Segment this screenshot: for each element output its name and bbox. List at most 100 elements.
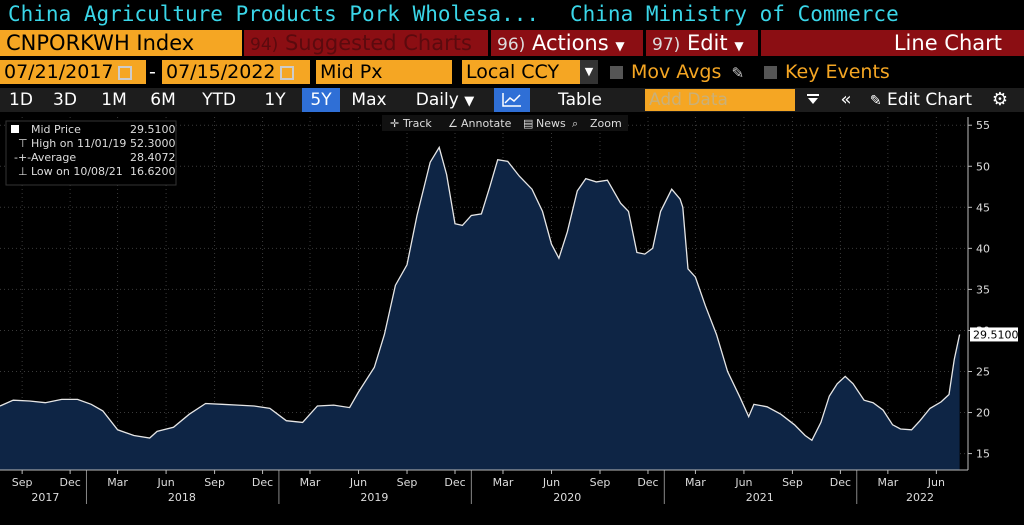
- year-label: 2018: [168, 491, 196, 504]
- x-tick-label: Mar: [877, 476, 898, 489]
- gear-icon[interactable]: ⚙: [986, 88, 1014, 112]
- x-tick-label: Sep: [12, 476, 33, 489]
- y-tick-label: 35: [976, 283, 990, 296]
- crosshair-icon[interactable]: ✛: [390, 117, 399, 130]
- date-dash: -: [149, 61, 156, 83]
- x-axis: Sep Dec Mar Jun Sep Dec Mar Jun Sep Dec Mar Jun Sep D…: [0, 469, 968, 504]
- mov-avgs-toggle[interactable]: Mov Avgs ✎: [606, 60, 756, 84]
- zoom-icon[interactable]: ⌕: [572, 117, 578, 130]
- legend-high-label: High on 11/01/19: [31, 137, 126, 150]
- price-line: [0, 145, 961, 442]
- period-max-button[interactable]: Max: [344, 88, 394, 112]
- y-tick-label: 25: [976, 365, 990, 378]
- x-tick-label: Dec: [637, 476, 658, 489]
- year-label: 2017: [31, 491, 59, 504]
- y-tick-label: 45: [976, 201, 990, 214]
- collapse-icon[interactable]: «: [832, 88, 860, 112]
- filter-icon[interactable]: [800, 88, 826, 112]
- x-tick-label: Mar: [107, 476, 128, 489]
- actions-button[interactable]: 96) Actions ▼: [491, 30, 643, 56]
- y-tick-label: 55: [976, 119, 990, 132]
- field-select[interactable]: Mid Px: [316, 60, 452, 84]
- currency-select[interactable]: Local CCY: [462, 60, 580, 84]
- period-ytd-button[interactable]: YTD: [190, 88, 248, 112]
- table-button[interactable]: Table: [535, 88, 625, 112]
- period-1y-button[interactable]: 1Y: [252, 88, 298, 112]
- chart-toolbar: ✛ Track ∠ Annotate ▤ News ⌕ Zoom: [382, 115, 628, 131]
- title-bar: China Agriculture Products Pork Wholesa.…: [0, 0, 1024, 30]
- legend-avg-value: 28.4072: [130, 151, 176, 164]
- x-tick-label: Mar: [685, 476, 706, 489]
- currency-dropdown-icon[interactable]: ▼: [580, 60, 598, 84]
- year-label: 2022: [906, 491, 934, 504]
- legend-swatch: [11, 125, 19, 133]
- filter-icon-svg: [807, 94, 819, 104]
- x-tick-label: Dec: [252, 476, 273, 489]
- ticker-field[interactable]: CNPORKWH Index: [0, 30, 242, 56]
- legend-mid-label: Mid Price: [31, 123, 81, 136]
- line-chart-icon-button[interactable]: [494, 88, 530, 112]
- y-tick-label: 40: [976, 242, 990, 255]
- legend: Mid Price 29.5100 ⊤ High on 11/01/19 52.…: [5, 120, 177, 186]
- average-marker-icon: -+-: [14, 151, 31, 164]
- pencil-icon: ✎: [869, 93, 882, 109]
- line-chart-icon: [502, 93, 521, 107]
- checkbox-icon[interactable]: [610, 66, 623, 79]
- period-1d-button[interactable]: 1D: [4, 88, 38, 112]
- price-area: [0, 147, 960, 470]
- track-button[interactable]: Track: [402, 117, 432, 130]
- edit-num: 97): [652, 35, 681, 55]
- low-marker-icon: ⊥: [18, 165, 28, 178]
- currency-value: Local CCY: [466, 61, 560, 83]
- legend-box: [5, 120, 177, 186]
- x-tick-label: Mar: [300, 476, 321, 489]
- news-button[interactable]: News: [536, 117, 566, 130]
- table-label: Table: [558, 90, 602, 110]
- suggested-num: 94): [250, 35, 279, 55]
- period-1m-button[interactable]: 1M: [92, 88, 136, 112]
- edit-chart-button[interactable]: ✎ Edit Chart: [862, 88, 980, 112]
- x-tick-label: Jun: [349, 476, 367, 489]
- x-tick-label: Dec: [830, 476, 851, 489]
- legend-low-label: Low on 10/08/21: [31, 165, 123, 178]
- news-icon[interactable]: ▤: [523, 117, 533, 130]
- field-value: Mid Px: [320, 61, 383, 83]
- add-data-placeholder: Add Data: [649, 90, 728, 110]
- x-tick-label: Sep: [204, 476, 225, 489]
- controls-bar: 1D 3D 1M 6M YTD 1Y 5Y Max Daily ▼ Table Add Dat…: [0, 88, 1024, 112]
- annotate-icon[interactable]: ∠: [448, 117, 458, 130]
- end-date-field[interactable]: 07/15/2022: [162, 60, 310, 84]
- x-tick-label: Jun: [734, 476, 752, 489]
- start-date-value: 07/21/2017: [4, 61, 114, 83]
- zoom-button[interactable]: Zoom: [590, 117, 622, 130]
- annotate-button[interactable]: Annotate: [461, 117, 512, 130]
- x-tick-label: Jun: [927, 476, 945, 489]
- chevron-down-icon: ▼: [464, 94, 475, 109]
- chart-type-label[interactable]: Line Chart: [761, 30, 1024, 56]
- suggested-charts-button[interactable]: 94) Suggested Charts: [244, 30, 488, 56]
- frequency-select[interactable]: Daily ▼: [404, 88, 486, 112]
- end-date-value: 07/15/2022: [166, 61, 276, 83]
- period-6m-button[interactable]: 6M: [140, 88, 186, 112]
- add-data-field[interactable]: Add Data: [645, 89, 795, 111]
- high-marker-icon: ⊤: [18, 137, 28, 150]
- x-tick-label: Jun: [542, 476, 560, 489]
- pencil-icon[interactable]: ✎: [731, 64, 745, 82]
- frequency-label: Daily: [415, 90, 459, 110]
- edit-label: Edit: [686, 31, 728, 55]
- x-tick-label: Sep: [782, 476, 803, 489]
- year-label: 2021: [746, 491, 774, 504]
- period-3d-button[interactable]: 3D: [42, 88, 88, 112]
- calendar-icon[interactable]: [117, 65, 132, 80]
- price-chart[interactable]: 152025303540455055 SepDecMarJunSepDecMar…: [0, 113, 1024, 525]
- legend-avg-label: Average: [31, 151, 76, 164]
- start-date-field[interactable]: 07/21/2017: [0, 60, 146, 84]
- y-axis: 152025303540455055: [967, 117, 990, 470]
- period-5y-button[interactable]: 5Y: [302, 88, 340, 112]
- checkbox-icon[interactable]: [764, 66, 777, 79]
- key-events-toggle[interactable]: Key Events: [760, 60, 910, 84]
- x-tick-label: Mar: [493, 476, 514, 489]
- y-tick-label: 50: [976, 160, 990, 173]
- edit-button[interactable]: 97) Edit ▼: [646, 30, 758, 56]
- calendar-icon[interactable]: [279, 65, 294, 80]
